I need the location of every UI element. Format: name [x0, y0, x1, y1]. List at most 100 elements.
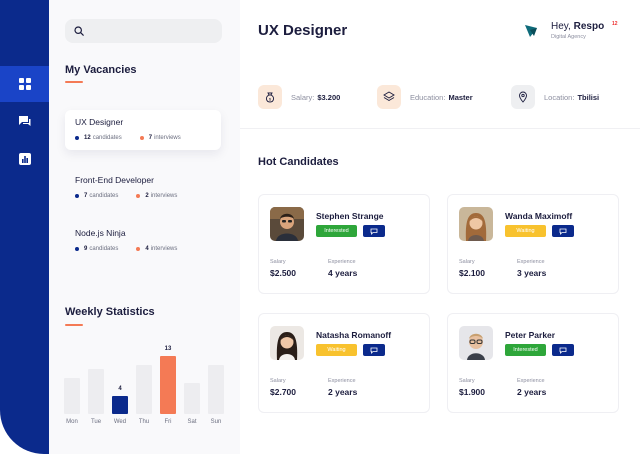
location-pin-icon [511, 85, 535, 109]
vacancy-title: Node.js Ninja [75, 228, 126, 238]
interviews-count: 7 [148, 135, 153, 141]
tick-label-sun: Sun [210, 419, 222, 425]
education-info: Education: Master [377, 84, 473, 110]
dashboard-icon [18, 78, 31, 90]
chat-icon [559, 228, 567, 235]
chat-button[interactable] [363, 225, 385, 237]
interviews-dot [139, 136, 144, 140]
bar-mon [64, 378, 80, 414]
salary-value: $3.200 [317, 92, 341, 102]
bar-sat [184, 383, 200, 414]
notification-badge[interactable]: 12 [612, 21, 618, 27]
bar-tue [88, 369, 104, 414]
candidate-card[interactable]: Natasha Romanoff Waiting Salary $2.700 E… [258, 313, 430, 413]
education-value: Master [448, 92, 473, 102]
weekly-underline [65, 324, 83, 326]
salary-label: Salary [459, 378, 475, 384]
experience-label: Experience [517, 378, 545, 384]
interviews-label: interviews [154, 135, 181, 141]
vacancies-title: My Vacancies [65, 64, 137, 76]
chat-icon [370, 228, 378, 235]
vacancies-underline [65, 81, 83, 83]
page-title: UX Designer [258, 22, 348, 39]
education-label: Education: [410, 92, 446, 102]
candidates-dot [75, 136, 79, 140]
vacancy-card-frontend[interactable]: Front-End Developer 7 candidates 2 inter… [65, 168, 221, 208]
candidate-card[interactable]: Wanda Maximoff Waiting Salary $2.100 Exp… [447, 194, 619, 294]
svg-text:$: $ [269, 96, 272, 101]
avatar [459, 207, 493, 241]
status-badge: Interested [505, 344, 546, 356]
user-company: Digital Agency [551, 34, 586, 40]
nav-messages[interactable] [0, 103, 49, 139]
data-label-wed: 4 [118, 386, 122, 392]
candidates-count: 7 [84, 193, 88, 199]
status-badge: Waiting [505, 225, 546, 237]
chat-button[interactable] [552, 344, 574, 356]
interviews-dot [136, 247, 141, 251]
nav-statistics[interactable] [0, 141, 49, 177]
experience-label: Experience [517, 259, 545, 265]
hot-candidates-title: Hot Candidates [258, 156, 339, 168]
weekly-title: Weekly Statistics [65, 306, 155, 318]
candidate-card[interactable]: Stephen Strange Interested Salary $2.500… [258, 194, 430, 294]
interviews-count: 2 [145, 193, 149, 199]
bar-wed [112, 396, 128, 414]
tick-label-wed: Wed [113, 419, 127, 425]
salary-label: Salary [459, 259, 475, 265]
bar-sun [208, 365, 224, 414]
search-input[interactable] [90, 26, 210, 36]
chat-button[interactable] [552, 225, 574, 237]
candidates-count: 9 [84, 246, 88, 252]
salary-value: $2.500 [270, 268, 296, 278]
interviews-count: 4 [145, 246, 149, 252]
vacancy-meta: 7 candidates 2 interviews [75, 193, 211, 199]
chat-icon [370, 347, 378, 354]
tick-label-thu: Thu [138, 419, 150, 425]
vacancy-title: UX Designer [75, 117, 124, 127]
tick-label-sat: Sat [187, 419, 197, 425]
location-value: Tbilisi [577, 92, 600, 102]
weekly-chart: Mon Tue Wed 4 Thu Fri 13 Sat Sun [58, 322, 236, 432]
chat-icon [559, 347, 567, 354]
data-label-fri: 13 [164, 346, 172, 352]
nav-dashboard[interactable] [0, 66, 49, 102]
tick-label-fri: Fri [164, 419, 172, 425]
status-badge: Interested [316, 225, 357, 237]
candidate-name: Stephen Strange [316, 211, 384, 221]
chat-button[interactable] [363, 344, 385, 356]
chart-icon [18, 153, 31, 165]
experience-value: 4 years [328, 268, 358, 278]
salary-info: $ Salary: $3.200 [258, 84, 340, 110]
user-profile[interactable]: Hey, Respo Digital Agency 12 [520, 20, 630, 44]
search-box[interactable] [65, 19, 222, 43]
tick-label-mon: Mon [66, 419, 78, 425]
candidates-label: candidates [92, 135, 122, 141]
vacancy-card-ux-designer[interactable]: UX Designer 12 candidates 7 interviews [65, 110, 221, 150]
salary-label: Salary [270, 378, 286, 384]
vacancy-meta: 12 candidates 7 interviews [75, 135, 211, 141]
search-icon [74, 26, 84, 36]
bar-thu [136, 365, 152, 414]
user-greeting: Hey, Respo [551, 21, 604, 32]
candidate-name: Peter Parker [505, 330, 556, 340]
money-bag-icon: $ [258, 85, 282, 109]
salary-value: $2.700 [270, 387, 296, 397]
candidates-label: candidates [89, 193, 119, 199]
candidates-dot [75, 247, 79, 251]
candidate-name: Natasha Romanoff [316, 330, 392, 340]
experience-label: Experience [328, 378, 356, 384]
experience-value: 2 years [517, 387, 547, 397]
candidate-name: Wanda Maximoff [505, 211, 573, 221]
vacancy-card-nodejs[interactable]: Node.js Ninja 9 candidates 4 interviews [65, 221, 221, 261]
interviews-label: interviews [150, 193, 178, 199]
vacancy-meta: 9 candidates 4 interviews [75, 246, 211, 252]
experience-value: 3 years [517, 268, 547, 278]
salary-value: $1.900 [459, 387, 485, 397]
interviews-label: interviews [150, 246, 178, 252]
candidates-label: candidates [89, 246, 119, 252]
candidates-count: 12 [84, 135, 91, 141]
location-info: Location: Tbilisi [511, 84, 599, 110]
tick-label-tue: Tue [90, 419, 102, 425]
candidate-card[interactable]: Peter Parker Interested Salary $1.900 Ex… [447, 313, 619, 413]
